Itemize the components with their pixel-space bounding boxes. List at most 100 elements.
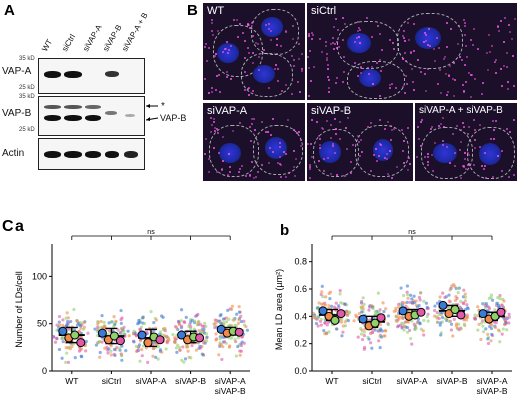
- lipid-droplet-dot: [468, 72, 471, 75]
- micro-sivapb: siVAP-B: [307, 103, 413, 181]
- data-point: [459, 299, 463, 303]
- lipid-droplet-dot: [387, 120, 390, 123]
- data-point: [230, 307, 234, 311]
- lipid-droplet-dot: [343, 70, 346, 73]
- data-point: [98, 350, 102, 355]
- lipid-droplet-dot: [275, 38, 278, 41]
- lipid-droplet-dot: [379, 58, 382, 61]
- lipid-droplet-dot: [464, 63, 467, 66]
- data-point: [447, 293, 451, 297]
- data-point: [455, 296, 459, 301]
- lipid-droplet-dot: [216, 171, 219, 174]
- lipid-droplet-dot: [297, 42, 300, 45]
- lipid-droplet-dot: [360, 139, 363, 142]
- lipid-droplet-dot: [292, 129, 295, 132]
- data-point: [72, 328, 77, 332]
- data-point: [61, 340, 65, 344]
- lipid-droplet-dot: [423, 40, 426, 43]
- lipid-droplet-dot: [460, 129, 462, 132]
- lipid-droplet-dot: [457, 25, 460, 28]
- lipid-droplet-dot: [249, 174, 252, 177]
- lipid-droplet-dot: [486, 69, 489, 72]
- data-point: [72, 307, 76, 312]
- data-point: [64, 316, 68, 320]
- lipid-droplet-dot: [360, 150, 363, 153]
- lipid-droplet-dot: [278, 141, 281, 144]
- data-point: [152, 320, 156, 325]
- lipid-droplet-dot: [247, 52, 250, 55]
- band: [125, 114, 135, 117]
- data-point: [466, 306, 470, 311]
- lipid-droplet-dot: [426, 68, 429, 71]
- lipid-droplet-dot: [500, 85, 503, 88]
- lipid-droplet-dot: [448, 73, 451, 76]
- x-tick-label: siVAP-B: [476, 386, 507, 396]
- lipid-droplet-dot: [478, 123, 481, 126]
- lipid-droplet-dot: [292, 165, 295, 168]
- lipid-droplet-dot: [334, 132, 337, 135]
- data-point: [69, 319, 73, 324]
- data-point: [84, 349, 88, 353]
- lipid-droplet-dot: [210, 87, 213, 90]
- lipid-droplet-dot: [409, 50, 412, 53]
- lipid-droplet-dot: [389, 38, 392, 41]
- data-point: [315, 315, 320, 319]
- lipid-droplet-dot: [463, 90, 466, 93]
- data-point: [438, 321, 443, 325]
- data-point: [245, 328, 250, 332]
- y-tick-label: 0.4: [294, 311, 307, 321]
- y-tick-label: 100: [32, 271, 47, 281]
- replicate-mean: [109, 331, 119, 341]
- x-tick-label: siVAP-A: [476, 376, 507, 386]
- data-point: [414, 326, 418, 330]
- lipid-droplet-dot: [374, 147, 377, 150]
- lipid-droplet-dot: [463, 22, 466, 25]
- lipid-droplet-dot: [448, 161, 451, 164]
- data-point: [146, 360, 150, 364]
- lipid-droplet-dot: [496, 26, 499, 29]
- lipid-droplet-dot: [512, 84, 515, 87]
- data-point: [489, 326, 494, 331]
- nucleus: [415, 27, 441, 49]
- lipid-droplet-dot: [350, 172, 353, 175]
- data-point: [60, 356, 64, 360]
- data-point: [421, 329, 425, 333]
- data-point: [378, 328, 382, 332]
- lipid-droplet-dot: [477, 47, 480, 50]
- data-point: [238, 353, 242, 357]
- lipid-droplet-dot: [459, 140, 462, 143]
- band: [85, 115, 101, 121]
- lipid-droplet-dot: [327, 86, 330, 89]
- lipid-droplet-dot: [325, 52, 328, 55]
- lipid-droplet-dot: [248, 94, 251, 97]
- lipid-droplet-dot: [265, 131, 268, 134]
- lipid-droplet-dot: [458, 148, 461, 151]
- lipid-droplet-dot: [251, 61, 254, 64]
- lipid-droplet-dot: [392, 47, 395, 50]
- lipid-droplet-dot: [210, 130, 213, 133]
- band: [44, 105, 61, 109]
- lipid-droplet-dot: [237, 170, 240, 173]
- data-point: [373, 328, 377, 332]
- lipid-droplet-dot: [258, 55, 261, 58]
- lipid-droplet-dot: [449, 64, 452, 67]
- lipid-droplet-dot: [216, 128, 219, 131]
- lipid-droplet-dot: [346, 117, 349, 120]
- lipid-droplet-dot: [405, 75, 408, 77]
- lipid-droplet-dot: [327, 75, 330, 78]
- lipid-droplet-dot: [389, 125, 392, 128]
- lipid-droplet-dot: [249, 27, 252, 29]
- lipid-droplet-dot: [481, 81, 484, 84]
- lipid-droplet-dot: [240, 165, 243, 168]
- lipid-droplet-dot: [395, 87, 398, 90]
- lipid-droplet-dot: [493, 61, 496, 64]
- lipid-droplet-dot: [492, 129, 495, 132]
- data-point: [378, 346, 382, 350]
- micro-label: siVAP-A + siVAP-B: [419, 105, 503, 116]
- data-point: [378, 322, 383, 327]
- lipid-droplet-dot: [238, 23, 241, 26]
- data-point: [409, 336, 413, 341]
- lipid-droplet-dot: [404, 59, 407, 62]
- data-point: [214, 332, 218, 336]
- data-point: [476, 328, 480, 332]
